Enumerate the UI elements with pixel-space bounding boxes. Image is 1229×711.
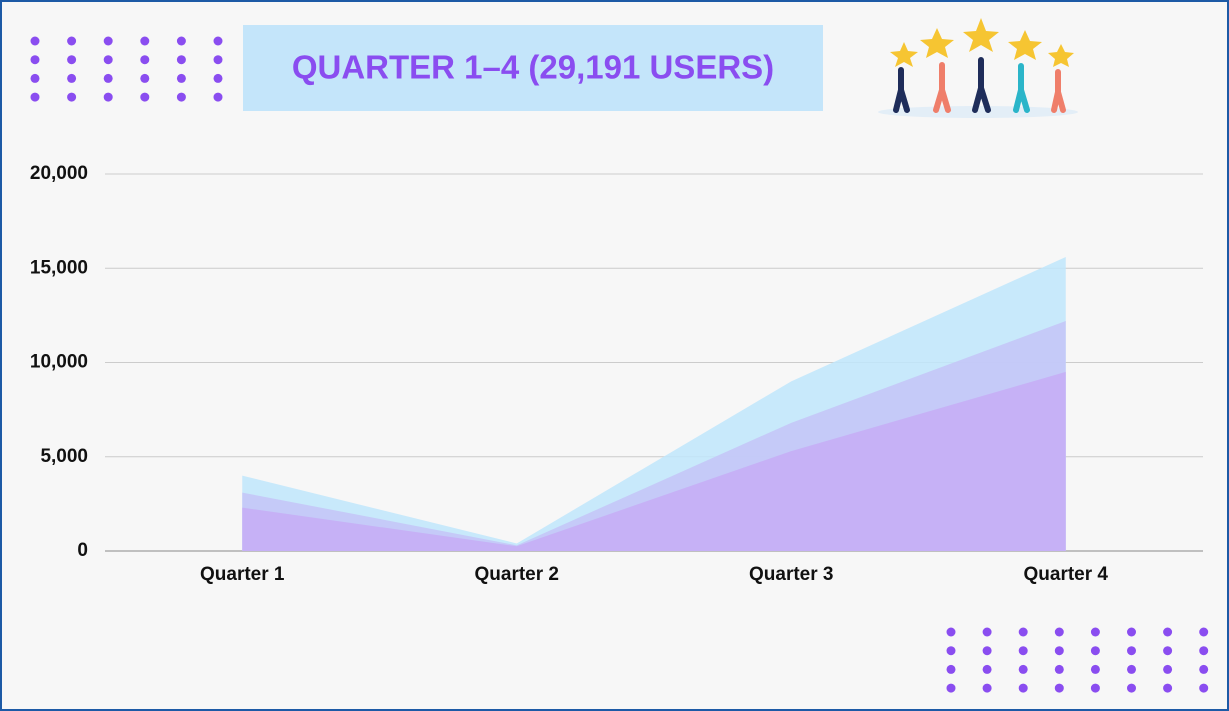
dot — [213, 36, 223, 46]
dot — [982, 683, 992, 693]
x-tick-label: Quarter 1 — [200, 564, 285, 585]
dot — [982, 664, 992, 674]
area — [242, 371, 1066, 551]
dot — [67, 92, 77, 102]
dot — [1054, 683, 1064, 693]
illustration — [878, 18, 1078, 118]
dot — [1163, 664, 1173, 674]
dot — [140, 55, 150, 65]
dot — [176, 73, 186, 83]
dot — [213, 92, 223, 102]
dot — [1199, 683, 1209, 693]
dot — [176, 55, 186, 65]
dot — [1054, 664, 1064, 674]
dot — [946, 683, 956, 693]
dot — [1090, 646, 1100, 656]
dot — [140, 36, 150, 46]
dot — [103, 36, 113, 46]
dot — [67, 55, 77, 65]
dot — [1163, 627, 1173, 637]
dot — [1054, 627, 1064, 637]
dot — [176, 36, 186, 46]
dot — [982, 646, 992, 656]
dot — [103, 73, 113, 83]
dot — [1127, 627, 1136, 637]
dot — [103, 55, 113, 65]
dot — [946, 627, 956, 637]
dot — [1090, 627, 1100, 637]
decoration — [30, 36, 1209, 693]
dot — [1199, 627, 1209, 637]
dot — [982, 627, 992, 637]
dot — [30, 92, 40, 102]
dot — [946, 664, 956, 674]
dot — [1018, 627, 1028, 637]
y-tick-label: 10,000 — [30, 352, 88, 373]
dot — [1018, 683, 1028, 693]
dot — [1199, 646, 1209, 656]
y-tick-label: 0 — [77, 540, 88, 561]
dot — [1127, 683, 1136, 693]
dot — [1090, 683, 1100, 693]
dot — [1163, 683, 1173, 693]
dot — [1090, 664, 1100, 674]
chart-title: QUARTER 1–4 (29,191 USERS) — [292, 49, 774, 86]
dot — [30, 55, 40, 65]
title-box — [243, 25, 823, 111]
y-tick-label: 15,000 — [30, 257, 88, 278]
x-tick-label: Quarter 4 — [1024, 564, 1109, 585]
y-tick-label: 5,000 — [40, 446, 88, 467]
dot — [30, 36, 40, 46]
dot — [1127, 664, 1136, 674]
dot — [213, 55, 223, 65]
dot — [140, 73, 150, 83]
dot — [1127, 646, 1136, 656]
dot — [140, 92, 150, 102]
dot — [1163, 646, 1173, 656]
dot — [946, 646, 956, 656]
x-tick-label: Quarter 2 — [475, 564, 559, 585]
x-tick-label: Quarter 3 — [749, 564, 833, 585]
y-tick-label: 20,000 — [30, 163, 88, 184]
dot — [213, 73, 223, 83]
dot — [67, 36, 77, 46]
dot — [1054, 646, 1064, 656]
dot — [1018, 664, 1028, 674]
dot — [176, 92, 186, 102]
dot — [67, 73, 77, 83]
dot — [1018, 646, 1028, 656]
dot — [1199, 664, 1209, 674]
dot — [103, 92, 113, 102]
dot — [30, 73, 40, 83]
